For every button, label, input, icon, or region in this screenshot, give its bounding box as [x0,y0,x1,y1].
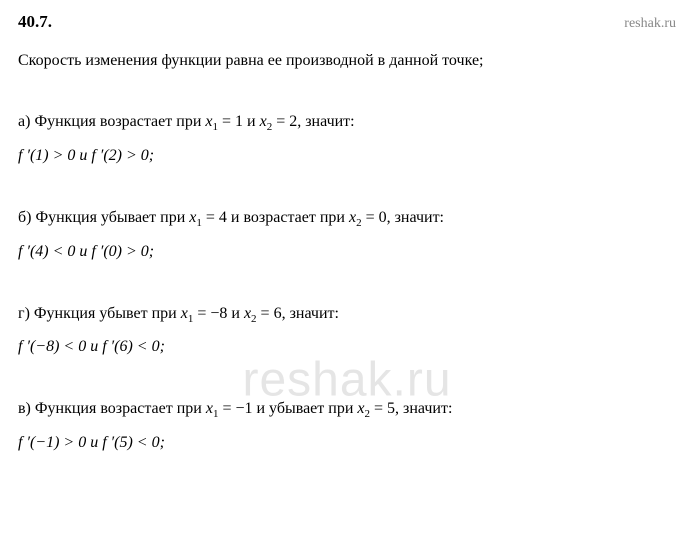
text-g-suffix: , значит: [282,305,339,322]
x1-var-v: x [206,400,213,417]
x1-eq-b: = 4 [202,209,227,226]
section-a: а) Функция возрастает при x1 = 1 и x2 = … [18,110,676,168]
x2-eq-a: = 2 [272,113,297,130]
x1-var-g: x [181,305,188,322]
x2-eq-g: = 6 [257,305,282,322]
section-a-math: f ′(1) > 0 и f ′(2) > 0; [18,144,676,168]
label-b: б) [18,209,31,226]
text-a-suffix: , значит: [297,113,354,130]
x2-eq-b: = 0 [362,209,387,226]
x2-eq-v: = 5 [370,400,395,417]
section-v-statement: в) Функция возрастает при x1 = −1 и убыв… [18,397,676,423]
x1-eq-v: = −1 [218,400,252,417]
label-g: г) [18,305,30,322]
section-g: г) Функция убывет при x1 = −8 и x2 = 6, … [18,302,676,360]
section-b-math: f ′(4) < 0 и f ′(0) > 0; [18,240,676,264]
text-b-suffix: , значит: [387,209,444,226]
text-v-mid: и убывает при [252,400,357,417]
text-v-suffix: , значит: [395,400,452,417]
text-v-prefix: Функция возрастает при [35,400,206,417]
x1-eq-g: = −8 [193,305,227,322]
x2-var-b: x [349,209,356,226]
label-a: а) [18,113,30,130]
site-watermark-top: reshak.ru [624,16,676,32]
section-v: в) Функция возрастает при x1 = −1 и убыв… [18,397,676,455]
text-g-mid: и [227,305,244,322]
text-b-mid: и возрастает при [227,209,349,226]
problem-number: 40.7. [18,12,52,32]
section-b-statement: б) Функция убывает при x1 = 4 и возраста… [18,206,676,232]
text-g-prefix: Функция убывет при [34,305,181,322]
intro-text: Скорость изменения функции равна ее прои… [18,50,676,72]
text-b-prefix: Функция убывает при [35,209,189,226]
x2-var-v: x [357,400,364,417]
section-g-statement: г) Функция убывет при x1 = −8 и x2 = 6, … [18,302,676,328]
x2-var-g: x [244,305,251,322]
section-a-statement: а) Функция возрастает при x1 = 1 и x2 = … [18,110,676,136]
text-a-prefix: Функция возрастает при [34,113,205,130]
x1-eq-a: = 1 [218,113,243,130]
section-v-math: f ′(−1) > 0 и f ′(5) < 0; [18,431,676,455]
header-row: 40.7. reshak.ru [18,12,676,32]
text-a-mid: и [243,113,260,130]
x2-var-a: x [260,113,267,130]
label-v: в) [18,400,31,417]
section-g-math: f ′(−8) < 0 и f ′(6) < 0; [18,335,676,359]
section-b: б) Функция убывает при x1 = 4 и возраста… [18,206,676,264]
